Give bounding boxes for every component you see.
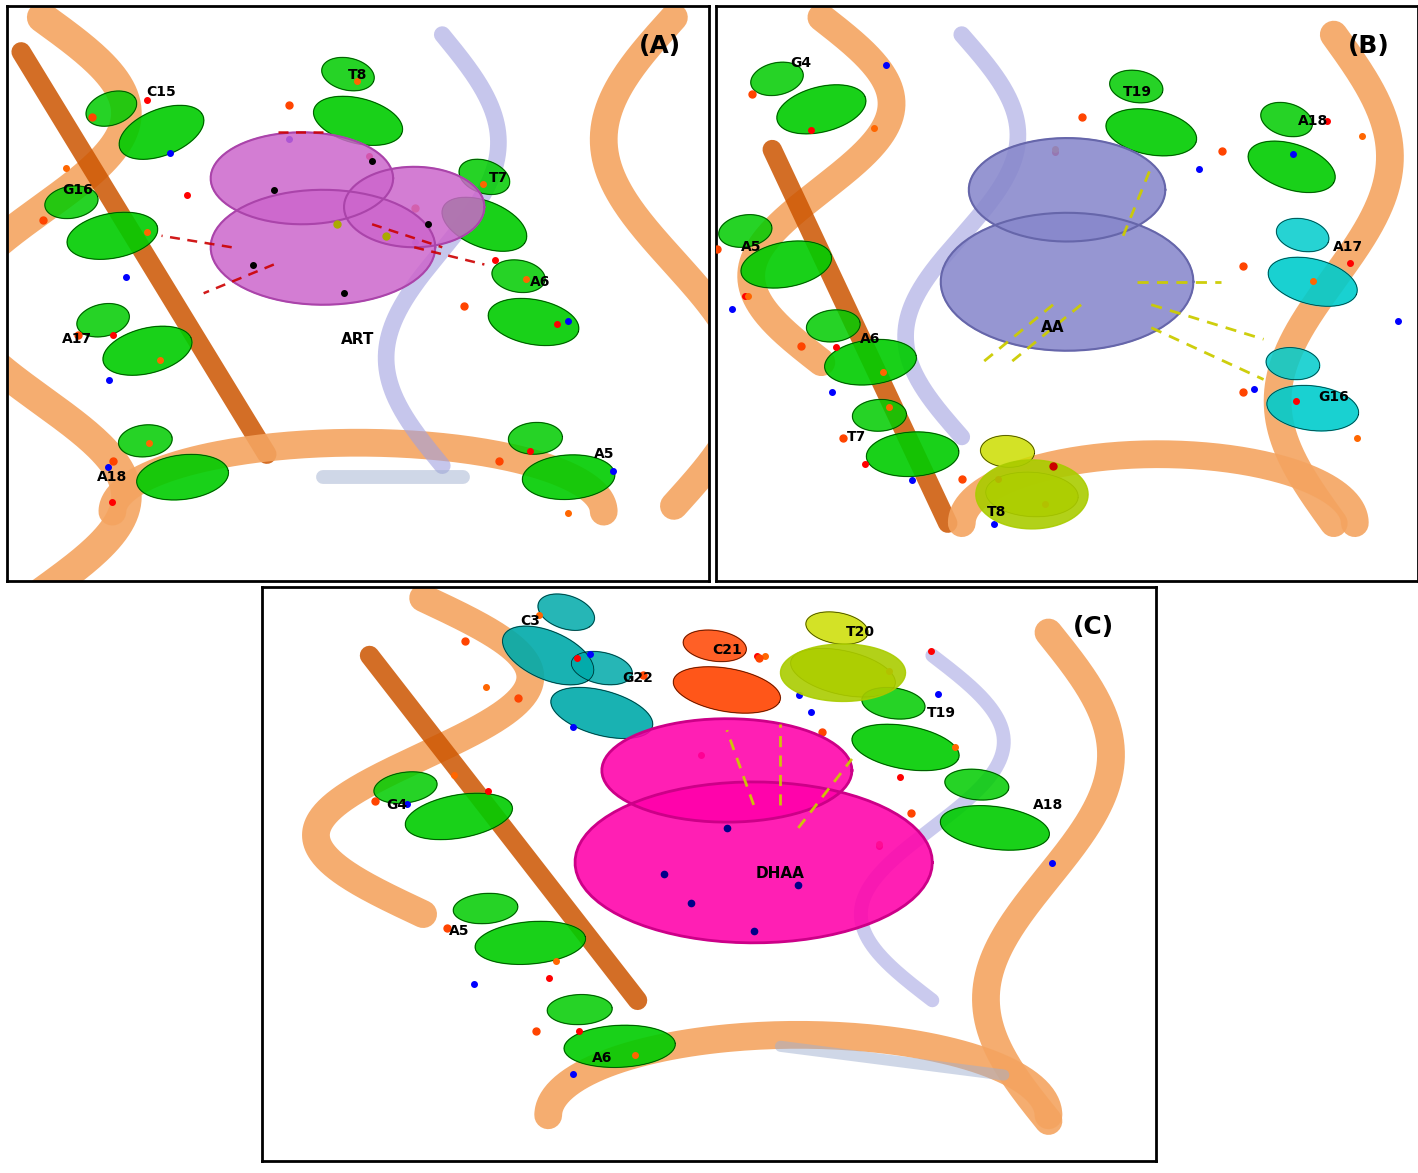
Polygon shape — [67, 212, 157, 259]
Polygon shape — [791, 649, 895, 697]
Polygon shape — [852, 724, 959, 771]
Polygon shape — [86, 91, 136, 127]
Text: T20: T20 — [847, 625, 875, 639]
Polygon shape — [442, 197, 526, 251]
Text: (A): (A) — [638, 34, 681, 59]
Text: AA: AA — [1041, 320, 1065, 335]
Polygon shape — [119, 425, 172, 457]
Polygon shape — [509, 422, 563, 454]
Polygon shape — [119, 106, 204, 160]
Polygon shape — [406, 793, 512, 840]
Polygon shape — [77, 304, 129, 337]
Polygon shape — [502, 626, 594, 685]
Polygon shape — [1261, 102, 1313, 137]
Text: A5: A5 — [448, 924, 469, 938]
Text: C21: C21 — [712, 643, 742, 657]
Text: A18: A18 — [98, 470, 128, 484]
Polygon shape — [780, 644, 906, 701]
Polygon shape — [1248, 141, 1336, 192]
Text: T7: T7 — [489, 171, 508, 185]
Polygon shape — [552, 687, 652, 739]
Text: A17: A17 — [62, 332, 92, 346]
Polygon shape — [742, 240, 831, 289]
Polygon shape — [576, 782, 932, 943]
Text: A6: A6 — [591, 1051, 613, 1065]
Polygon shape — [136, 454, 228, 500]
Polygon shape — [547, 995, 613, 1024]
Polygon shape — [1110, 70, 1163, 103]
Text: G4: G4 — [386, 798, 407, 812]
Polygon shape — [322, 57, 374, 90]
Text: T8: T8 — [987, 504, 1007, 518]
Polygon shape — [750, 62, 803, 95]
Polygon shape — [866, 432, 959, 476]
Polygon shape — [777, 84, 866, 134]
Polygon shape — [564, 1025, 675, 1067]
Text: A6: A6 — [861, 332, 881, 346]
Polygon shape — [852, 400, 906, 432]
Polygon shape — [459, 160, 509, 195]
Polygon shape — [825, 339, 916, 385]
Text: A18: A18 — [1034, 798, 1064, 812]
Text: G22: G22 — [623, 671, 652, 685]
Text: T7: T7 — [847, 430, 866, 443]
Polygon shape — [968, 138, 1166, 242]
Polygon shape — [1268, 257, 1357, 306]
Text: G4: G4 — [790, 56, 811, 70]
Polygon shape — [492, 260, 545, 292]
Text: G16: G16 — [62, 183, 92, 197]
Polygon shape — [1106, 109, 1197, 156]
Polygon shape — [940, 806, 1049, 850]
Polygon shape — [211, 190, 435, 305]
Text: C3: C3 — [520, 613, 540, 628]
Polygon shape — [537, 594, 594, 630]
Polygon shape — [986, 472, 1078, 516]
Polygon shape — [313, 96, 403, 145]
Polygon shape — [454, 894, 518, 923]
Text: A5: A5 — [594, 447, 614, 461]
Text: ART: ART — [342, 332, 374, 347]
Text: G16: G16 — [1319, 389, 1349, 404]
Text: DHAA: DHAA — [756, 867, 805, 881]
Polygon shape — [805, 612, 868, 644]
Polygon shape — [571, 651, 632, 685]
Polygon shape — [475, 921, 586, 964]
Polygon shape — [1276, 218, 1329, 252]
Polygon shape — [211, 133, 393, 224]
Polygon shape — [976, 460, 1088, 529]
Text: T19: T19 — [927, 706, 956, 720]
Text: (C): (C) — [1072, 615, 1113, 639]
Text: (B): (B) — [1349, 34, 1390, 59]
Text: T8: T8 — [349, 68, 367, 82]
Polygon shape — [719, 215, 771, 248]
Polygon shape — [374, 772, 437, 804]
Polygon shape — [601, 719, 852, 822]
Text: A6: A6 — [530, 274, 550, 289]
Polygon shape — [940, 212, 1194, 351]
Polygon shape — [104, 326, 191, 375]
Text: T19: T19 — [1123, 86, 1151, 99]
Polygon shape — [807, 310, 861, 343]
Text: C15: C15 — [146, 86, 176, 99]
Polygon shape — [522, 455, 615, 500]
Polygon shape — [980, 435, 1034, 467]
Polygon shape — [862, 687, 925, 719]
Text: A17: A17 — [1333, 240, 1363, 255]
Polygon shape — [45, 187, 98, 218]
Polygon shape — [683, 630, 746, 662]
Text: A18: A18 — [1297, 114, 1327, 128]
Polygon shape — [345, 167, 485, 248]
Polygon shape — [1266, 347, 1320, 380]
Polygon shape — [488, 298, 579, 346]
Text: A5: A5 — [742, 240, 761, 255]
Polygon shape — [944, 769, 1008, 800]
Polygon shape — [674, 666, 780, 713]
Polygon shape — [1266, 386, 1358, 430]
